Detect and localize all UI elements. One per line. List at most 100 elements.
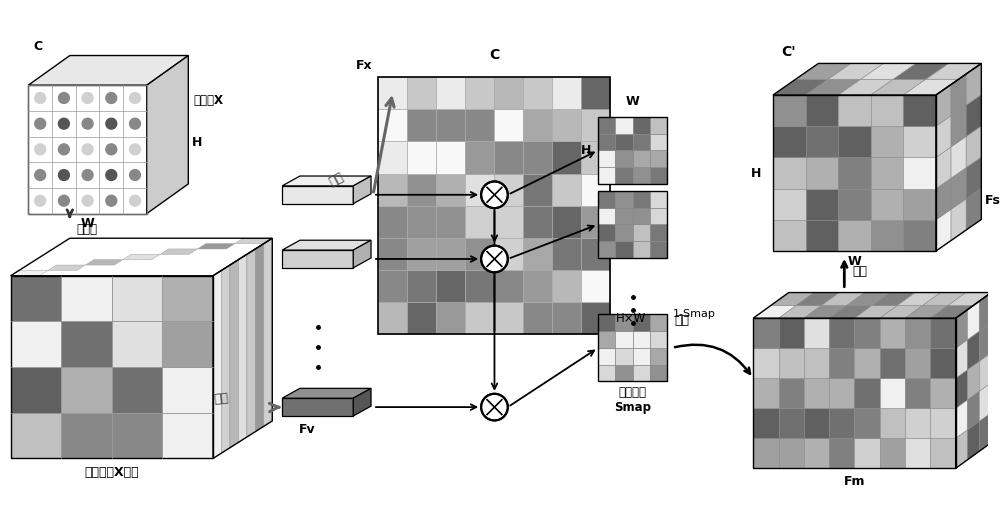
Circle shape (35, 118, 46, 129)
Bar (494, 302, 523, 334)
Bar (552, 270, 581, 302)
Bar (598, 241, 615, 258)
Bar (829, 408, 854, 438)
Circle shape (130, 195, 140, 206)
Bar (905, 318, 930, 348)
Polygon shape (838, 79, 893, 95)
Circle shape (58, 170, 69, 181)
Bar (436, 270, 465, 302)
Bar (598, 331, 615, 348)
Bar (779, 348, 804, 378)
Polygon shape (238, 254, 247, 442)
Bar (806, 126, 838, 157)
Text: C: C (33, 40, 42, 53)
Polygon shape (255, 244, 264, 431)
Polygon shape (968, 331, 979, 370)
Polygon shape (160, 249, 197, 254)
Bar (581, 302, 610, 334)
Bar (378, 77, 407, 109)
Bar (650, 365, 667, 382)
Polygon shape (230, 260, 238, 448)
Bar (581, 238, 610, 270)
Polygon shape (968, 391, 979, 430)
Polygon shape (28, 85, 147, 213)
Polygon shape (28, 55, 188, 85)
Bar (378, 173, 407, 206)
Bar (838, 189, 871, 220)
Bar (581, 142, 610, 173)
Bar (633, 133, 650, 150)
Bar (465, 238, 494, 270)
Bar (581, 173, 610, 206)
Polygon shape (880, 305, 923, 318)
Bar (650, 208, 667, 224)
Bar (829, 348, 854, 378)
Text: 相似性图: 相似性图 (619, 386, 647, 399)
Polygon shape (951, 74, 966, 116)
Bar (598, 191, 615, 208)
Bar (598, 348, 615, 365)
Bar (804, 378, 829, 408)
Bar (880, 318, 905, 348)
Bar (838, 157, 871, 189)
Bar (523, 109, 552, 142)
Bar (650, 314, 667, 331)
Bar (773, 157, 806, 189)
Bar (804, 348, 829, 378)
Text: 提取: 提取 (213, 391, 229, 406)
Bar (378, 109, 407, 142)
Polygon shape (905, 305, 948, 318)
Polygon shape (235, 238, 272, 244)
Bar (633, 365, 650, 382)
Bar (494, 142, 523, 173)
Bar (465, 302, 494, 334)
Bar (465, 142, 494, 173)
Bar (581, 77, 610, 109)
Polygon shape (936, 209, 951, 251)
Bar (11, 322, 61, 367)
Polygon shape (966, 94, 981, 136)
Text: Fv: Fv (299, 423, 315, 436)
Bar (581, 109, 610, 142)
Text: C: C (489, 49, 499, 63)
Bar (903, 189, 936, 220)
Polygon shape (353, 176, 371, 204)
Bar (838, 220, 871, 251)
Polygon shape (966, 157, 981, 199)
Bar (633, 314, 650, 331)
Bar (523, 238, 552, 270)
Text: 自采样的X特征: 自采样的X特征 (84, 466, 139, 479)
Bar (598, 314, 667, 382)
Bar (804, 438, 829, 468)
Circle shape (58, 92, 69, 104)
Bar (633, 191, 650, 208)
Bar (880, 438, 905, 468)
Bar (436, 142, 465, 173)
Polygon shape (951, 168, 966, 209)
Polygon shape (951, 105, 966, 147)
Polygon shape (923, 292, 966, 305)
Polygon shape (948, 292, 991, 305)
Bar (11, 276, 61, 322)
Bar (773, 95, 806, 126)
Bar (773, 189, 806, 220)
Polygon shape (85, 260, 123, 265)
Bar (436, 238, 465, 270)
Polygon shape (979, 352, 991, 391)
Bar (162, 367, 213, 413)
Bar (633, 167, 650, 184)
Bar (806, 189, 838, 220)
Bar (650, 133, 667, 150)
Text: Fm: Fm (844, 475, 865, 488)
Bar (436, 302, 465, 334)
Bar (650, 117, 667, 133)
Circle shape (82, 92, 93, 104)
Bar (523, 173, 552, 206)
Circle shape (481, 182, 508, 208)
Bar (112, 322, 162, 367)
Polygon shape (893, 64, 949, 79)
Bar (871, 157, 903, 189)
Bar (61, 276, 112, 322)
Bar (465, 173, 494, 206)
Text: Fx: Fx (356, 60, 373, 72)
